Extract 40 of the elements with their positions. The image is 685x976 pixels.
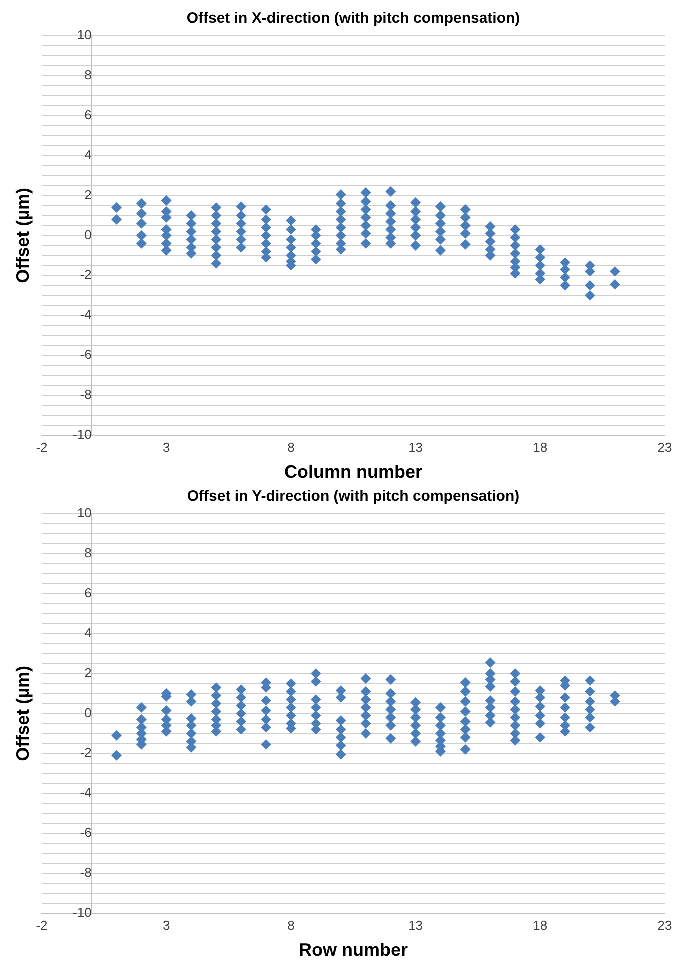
y-tick-label: 6 (84, 107, 92, 122)
x-tick-label: 3 (162, 440, 170, 455)
y-tick-label: -4 (80, 307, 92, 322)
y-tick-label: -6 (80, 347, 92, 362)
x-tick-label: 18 (533, 440, 548, 455)
y-tick-label: -6 (80, 825, 92, 840)
y-tick-label: 4 (84, 147, 92, 162)
y-tick-label: -2 (80, 745, 92, 760)
y-axis-title: Offset (µm) (12, 188, 33, 284)
y-tick-label: 0 (84, 705, 92, 720)
y-tick-label: 0 (84, 227, 92, 242)
y-tick-label: 10 (77, 506, 92, 521)
y-tick-label: 2 (84, 665, 92, 680)
x-tick-label: 23 (658, 918, 672, 933)
y-tick-label: -4 (80, 785, 92, 800)
y-tick-label: -8 (80, 865, 92, 880)
y-tick-label: 8 (84, 68, 92, 83)
x-axis-title: Column number (284, 462, 422, 482)
chart-title: Offset in Y-direction (with pitch compensation) (187, 488, 520, 506)
x-axis-title: Row number (298, 940, 408, 960)
y-tick-label: -2 (80, 267, 92, 282)
y-tick-label: 10 (77, 28, 92, 43)
x-tick-label: 13 (408, 440, 424, 455)
y-axis-title: Offset (µm) (12, 666, 33, 762)
x-tick-label: -2 (36, 440, 48, 455)
x-tick-label: 18 (533, 918, 548, 933)
y-tick-label: 4 (84, 625, 92, 640)
y-tick-label: 8 (84, 546, 92, 561)
y-tick-label: 2 (84, 187, 92, 202)
x-tick-label: 13 (408, 918, 424, 933)
y-tick-label: 6 (84, 585, 92, 600)
y-tick-label: -10 (73, 904, 92, 920)
x-tick-label: 3 (162, 918, 170, 933)
x-tick-label: -2 (36, 918, 48, 933)
x-tick-label: 23 (658, 440, 672, 455)
x-tick-label: 8 (288, 440, 295, 455)
y-tick-label: -10 (73, 426, 92, 442)
x-tick-label: 8 (288, 918, 295, 933)
y-tick-label: -8 (80, 387, 92, 402)
chart-title: Offset in X-direction (with pitch compensation) (186, 10, 520, 28)
